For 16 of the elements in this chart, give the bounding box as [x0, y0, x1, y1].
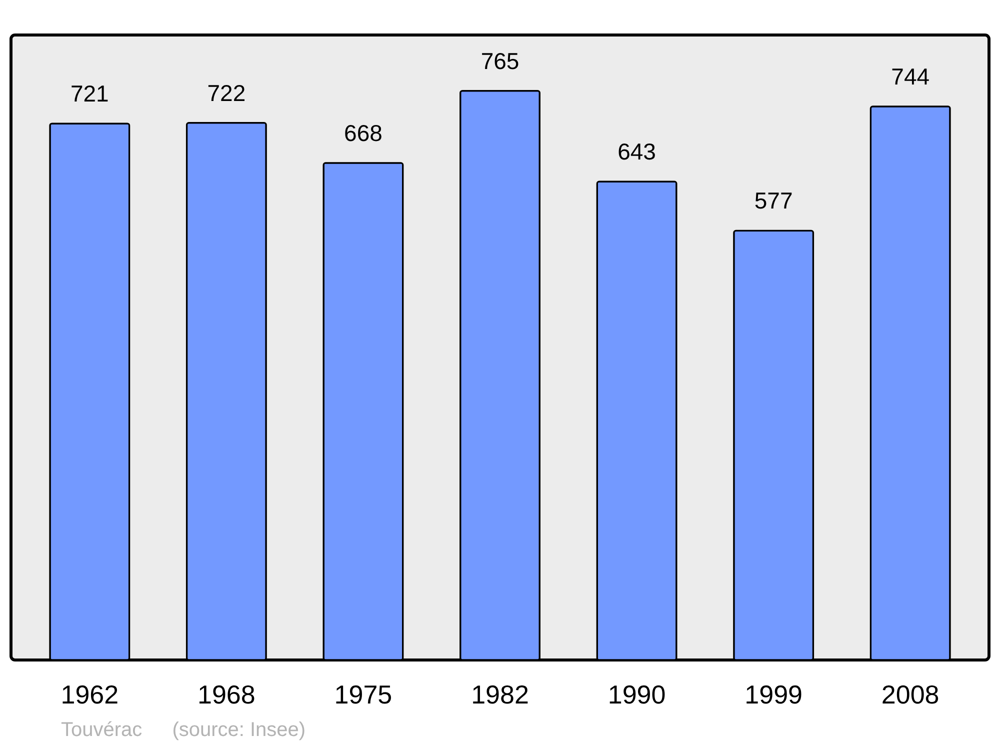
x-tick-label: 1990	[608, 680, 666, 710]
data-label: 668	[344, 120, 382, 146]
x-tick-label: 2008	[881, 680, 940, 710]
x-tick-label: 1999	[744, 680, 802, 710]
text: (source: Insee)	[172, 719, 306, 741]
data-label: 721	[70, 80, 109, 107]
text: Touvérac	[61, 719, 142, 741]
x-tick-label: 1982	[471, 680, 529, 710]
data-label: 722	[207, 80, 246, 106]
data-label: 577	[754, 188, 793, 214]
data-label: 643	[618, 138, 656, 165]
x-tick-label: 1968	[198, 680, 256, 710]
x-tick-label: 1962	[60, 680, 119, 710]
data-label: 765	[480, 48, 520, 74]
data-label: 744	[891, 63, 930, 90]
x-tick-label: 1975	[334, 680, 392, 710]
